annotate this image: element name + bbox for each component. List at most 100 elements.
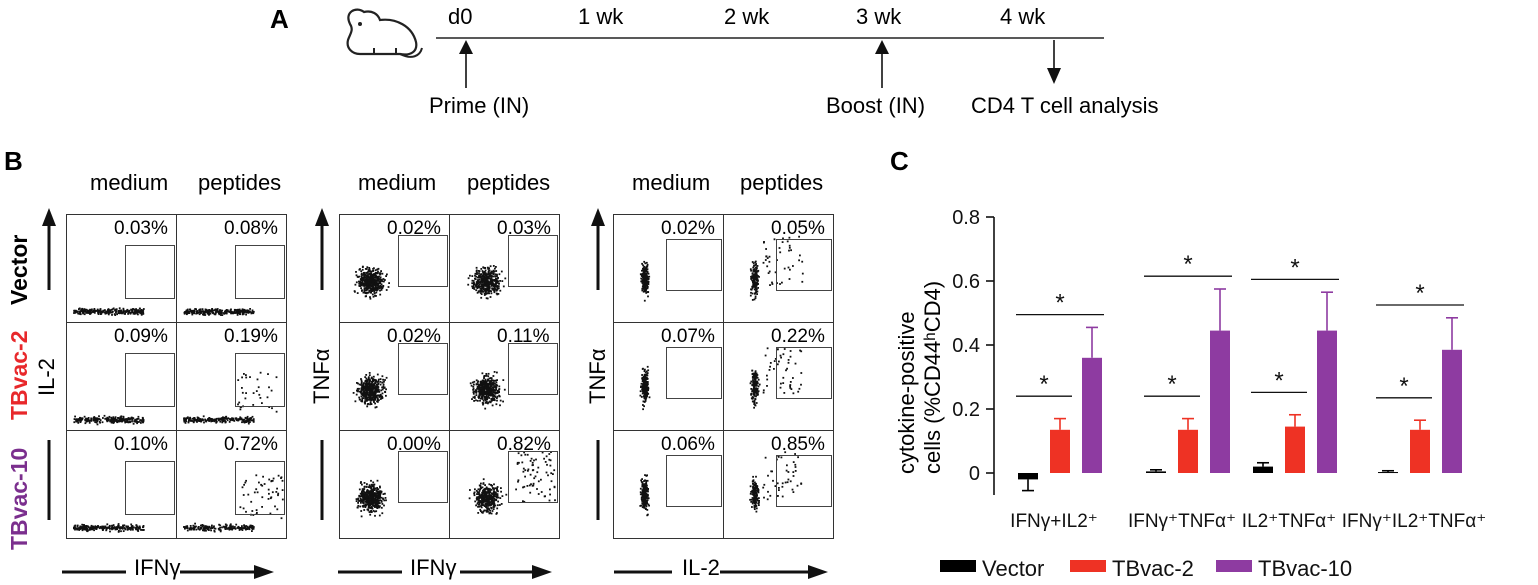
gate-percentage: 0.07% <box>661 326 715 347</box>
gate-percentage: 0.19% <box>224 326 278 347</box>
x-label-plot-1: IFNγ <box>134 555 181 580</box>
event-prime: Prime (IN) <box>429 93 530 118</box>
gate-box <box>666 347 722 399</box>
gate-percentage: 0.08% <box>224 218 278 239</box>
y-tick-label: 0.6 <box>952 271 980 293</box>
flow-plot-cell <box>449 430 560 539</box>
timeline-tick-1wk: 1 wk <box>578 4 624 29</box>
bar-vector <box>1146 471 1166 473</box>
flow-scatter <box>749 347 803 409</box>
col-header-medium-3: medium <box>632 170 711 195</box>
chart-y-label-line1: cytokine-positive <box>894 311 919 474</box>
significance-star: * <box>1183 251 1192 278</box>
gate-percentage: 0.06% <box>661 434 715 455</box>
timeline-axis <box>436 37 1104 88</box>
gate-box <box>235 461 285 515</box>
gate-percentage: 0.85% <box>771 434 825 455</box>
bar-tbvac-10 <box>1442 349 1462 473</box>
significance-star: * <box>1290 254 1299 281</box>
bar-tbvac-10 <box>1317 330 1337 473</box>
legend-swatch-vector <box>940 560 976 572</box>
flow-scatter <box>352 372 388 409</box>
y-tick-label: 0.8 <box>952 207 980 229</box>
legend-swatch-tbvac-10 <box>1216 560 1252 572</box>
flow-scatter <box>183 474 284 533</box>
gate-percentage: 0.02% <box>661 218 715 239</box>
timeline-tick-3wk: 3 wk <box>856 4 902 29</box>
flow-scatter <box>467 265 507 300</box>
x-label-plot-2: IFNγ <box>410 555 457 580</box>
bar-tbvac-2 <box>1285 426 1305 473</box>
gate-box <box>235 353 285 407</box>
gate-percentage: 0.02% <box>387 218 441 239</box>
bar-tbvac-10 <box>1082 357 1102 473</box>
x-category-label: IL2⁺TNFα⁺ <box>1242 511 1336 532</box>
event-boost: Boost (IN) <box>826 93 926 118</box>
flow-scatter <box>639 365 651 411</box>
gate-box <box>776 239 832 291</box>
bar-vector <box>1253 466 1273 473</box>
significance-star: * <box>1039 371 1048 398</box>
flow-scatter <box>639 260 651 302</box>
legend-label: TBvac-10 <box>1258 556 1352 581</box>
x-category-label: IFNγ+IL2⁺ <box>1010 511 1098 532</box>
x-category-label: IFNγ⁺TNFα⁺ <box>1128 511 1236 532</box>
legend-swatch-tbvac-2 <box>1070 560 1106 572</box>
bar-tbvac-2 <box>1050 429 1070 473</box>
bar-tbvac-2 <box>1410 429 1430 473</box>
gate-box <box>666 455 722 507</box>
gate-box <box>398 343 448 395</box>
significance-star: * <box>1274 367 1283 394</box>
y-label-plot-1: IL-2 <box>34 358 59 396</box>
mouse-icon <box>346 8 423 58</box>
flow-plot-cell <box>176 430 287 539</box>
gate-box <box>508 343 558 395</box>
significance-star: * <box>1415 280 1424 307</box>
axis-arrows <box>42 208 828 579</box>
timeline-tick-d0: d0 <box>448 4 473 29</box>
bar-tbvac-10 <box>1210 330 1230 473</box>
gate-box <box>508 235 558 287</box>
gate-box <box>125 245 175 299</box>
gate-box <box>398 235 448 287</box>
flow-scatter <box>749 451 803 513</box>
x-label-plot-3: IL-2 <box>682 555 720 580</box>
y-label-plot-2: TNFα <box>309 348 334 404</box>
flow-plot-cell <box>723 430 834 539</box>
gate-box <box>235 245 285 299</box>
panel-b-letter: B <box>4 146 23 176</box>
gate-box <box>666 239 722 291</box>
flow-plot-cell <box>449 322 560 431</box>
flow-plot-cell <box>449 214 560 323</box>
gate-box <box>776 455 832 507</box>
gate-box <box>776 347 832 399</box>
timeline-tick-4wk: 4 wk <box>1000 4 1046 29</box>
flow-scatter <box>353 265 390 300</box>
gate-percentage: 0.05% <box>771 218 825 239</box>
legend-label: TBvac-2 <box>1112 556 1194 581</box>
col-header-peptides-3: peptides <box>740 170 824 195</box>
flow-scatter <box>639 474 650 517</box>
flow-scatter <box>469 371 506 410</box>
flow-scatter <box>73 414 145 426</box>
flow-scatter <box>355 479 387 518</box>
gate-percentage: 0.09% <box>114 326 168 347</box>
flow-scatter <box>73 307 145 316</box>
significance-star: * <box>1167 371 1176 398</box>
bar-tbvac-2 <box>1178 429 1198 473</box>
gate-box <box>398 451 448 503</box>
significance-star: * <box>1399 373 1408 400</box>
flow-plot-cell <box>176 322 287 431</box>
flow-plot-cell <box>723 214 834 323</box>
col-header-peptides-1: peptides <box>198 170 282 195</box>
gate-percentage: 0.10% <box>114 434 168 455</box>
gate-percentage: 0.00% <box>387 434 441 455</box>
y-label-plot-3: TNFα <box>585 348 610 404</box>
y-tick-label: 0.4 <box>952 335 980 357</box>
gate-box <box>508 451 558 503</box>
flow-scatter <box>183 371 278 425</box>
y-tick-label: 0 <box>969 463 980 485</box>
gate-box <box>125 461 175 515</box>
col-header-medium-1: medium <box>90 170 169 195</box>
x-category-label: IFNγ⁺IL2⁺TNFα⁺ <box>1342 511 1487 532</box>
